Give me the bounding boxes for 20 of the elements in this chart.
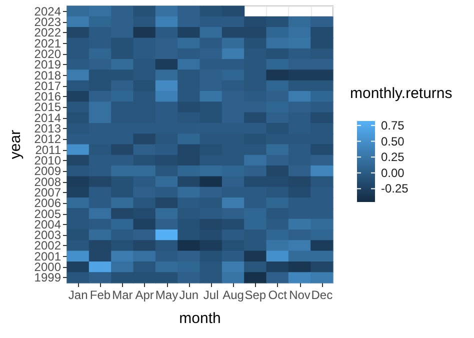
x-tick-label: Aug (222, 288, 244, 302)
x-axis-title: month (179, 310, 221, 327)
color-bar-label: -0.25 (381, 182, 409, 196)
x-tick-label: Apr (135, 288, 154, 302)
x-tick-label: Feb (90, 288, 111, 302)
color-bar-label: 0.00 (381, 166, 405, 180)
x-tick-label: Jun (179, 288, 199, 302)
color-bar-label: 0.75 (381, 118, 405, 132)
x-tick-label: Oct (268, 288, 288, 302)
x-tick-label: Mar (112, 288, 133, 302)
x-tick-label: Sep (244, 288, 266, 302)
x-tick-label: May (155, 288, 178, 302)
legend-title: monthly.returns (350, 85, 452, 102)
x-tick-label: Nov (289, 288, 310, 302)
color-bar-label: 0.25 (381, 150, 405, 164)
x-tick-label: Jan (68, 288, 88, 302)
color-bar-label: 0.50 (381, 134, 405, 148)
x-tick-label: Dec (311, 288, 333, 302)
y-axis-title: year (7, 130, 24, 160)
x-tick-label: Jul (203, 288, 219, 302)
